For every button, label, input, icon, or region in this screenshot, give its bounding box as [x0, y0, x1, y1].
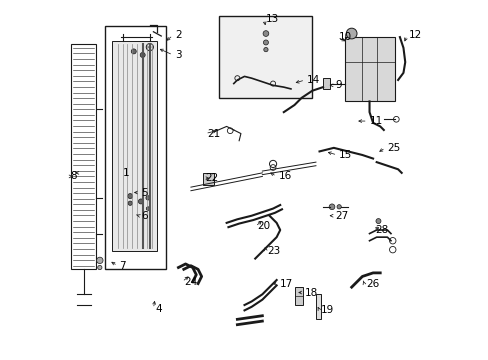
- Polygon shape: [112, 41, 157, 251]
- Text: 15: 15: [339, 150, 352, 160]
- Text: 22: 22: [205, 173, 218, 183]
- Text: 16: 16: [278, 171, 291, 181]
- Text: 7: 7: [119, 261, 126, 271]
- Text: 27: 27: [335, 211, 348, 221]
- Bar: [203, 173, 214, 185]
- Text: 2: 2: [175, 30, 181, 40]
- Text: 13: 13: [265, 14, 279, 24]
- Text: 6: 6: [141, 211, 147, 221]
- Bar: [315, 294, 321, 319]
- Circle shape: [128, 201, 132, 205]
- Text: 10: 10: [339, 32, 351, 42]
- Text: 4: 4: [155, 303, 162, 314]
- Circle shape: [336, 204, 341, 209]
- Text: 9: 9: [335, 80, 342, 90]
- Text: 8: 8: [70, 171, 77, 181]
- Circle shape: [263, 40, 268, 45]
- Text: 1: 1: [123, 168, 129, 178]
- Text: 5: 5: [141, 188, 147, 198]
- Bar: [219, 16, 312, 98]
- Circle shape: [138, 199, 143, 204]
- Polygon shape: [344, 37, 394, 102]
- Text: 20: 20: [257, 221, 269, 231]
- Circle shape: [328, 204, 334, 210]
- Text: 11: 11: [369, 116, 382, 126]
- Circle shape: [375, 219, 380, 224]
- Circle shape: [146, 207, 149, 210]
- Text: 26: 26: [365, 279, 378, 289]
- Bar: [323, 78, 329, 89]
- Circle shape: [131, 49, 136, 54]
- Circle shape: [140, 53, 145, 58]
- Circle shape: [148, 46, 151, 49]
- Circle shape: [98, 265, 102, 270]
- Circle shape: [97, 257, 103, 264]
- Text: 25: 25: [386, 143, 400, 153]
- Circle shape: [263, 48, 267, 52]
- Circle shape: [145, 196, 150, 200]
- Bar: [294, 287, 303, 305]
- Circle shape: [346, 28, 356, 39]
- Text: 19: 19: [321, 305, 334, 315]
- Circle shape: [263, 31, 268, 36]
- Circle shape: [127, 194, 132, 199]
- Text: 24: 24: [183, 277, 197, 287]
- Text: 21: 21: [206, 129, 220, 139]
- Text: 23: 23: [267, 247, 281, 256]
- Text: 17: 17: [280, 279, 293, 289]
- Text: 18: 18: [305, 288, 318, 297]
- Text: 3: 3: [175, 50, 181, 60]
- Text: 12: 12: [408, 30, 421, 40]
- Bar: [105, 26, 165, 269]
- Text: 28: 28: [374, 225, 387, 235]
- Text: 14: 14: [306, 75, 320, 85]
